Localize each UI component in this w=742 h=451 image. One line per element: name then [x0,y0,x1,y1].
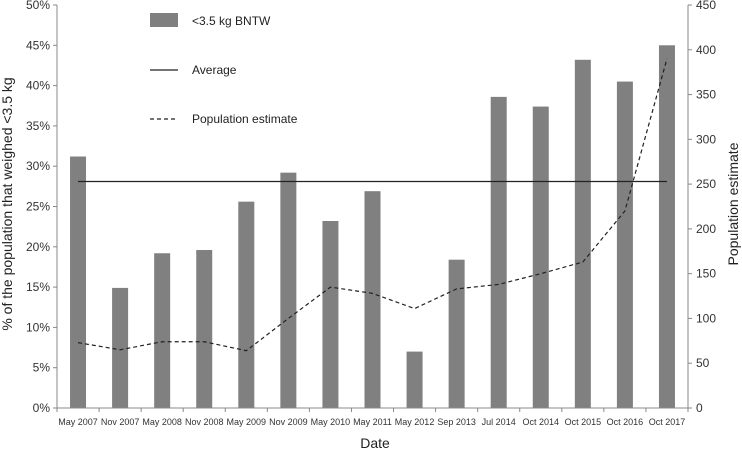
x-tick-label: Nov 2008 [185,417,224,427]
bar [154,253,171,408]
y-tick-label: 0% [33,401,51,415]
y-tick-label: 35% [26,119,50,133]
x-tick-label: Sep 2013 [437,417,476,427]
bar [658,45,675,409]
axes [53,4,692,412]
bar [196,250,213,408]
y-tick-label: 40% [26,79,50,93]
y2-tick-label: 50 [696,356,710,370]
y-tick-label: 45% [26,38,50,52]
y2-axis-title: Population estimate [725,142,741,265]
y-tick-label: 20% [26,240,50,254]
legend-bar-swatch [150,13,178,27]
x-tick-label: May 2008 [142,417,182,427]
bar [322,221,339,408]
legend-population-label: Population estimate [192,112,298,126]
y2-tick-label: 0 [696,401,703,415]
y-tick-label: 50% [26,0,50,12]
y-tick-label: 5% [33,361,51,375]
y-tick-label: 25% [26,200,50,214]
x-tick-label: Oct 2014 [523,417,560,427]
y-tick-label: 15% [26,280,50,294]
bar-group [70,45,675,409]
x-tick-label: Nov 2007 [101,417,140,427]
y2-tick-label: 250 [696,177,716,191]
y2-tick-label: 450 [696,0,716,12]
legend-average-label: Average [192,63,237,77]
y2-tick-label: 200 [696,222,716,236]
y2-tick-label: 100 [696,311,716,325]
y-tick-label: 10% [26,320,50,334]
bar [238,201,255,408]
x-tick-label: May 2012 [395,417,435,427]
y-tick-label: 30% [26,159,50,173]
x-tick-label: Jul 2014 [482,417,516,427]
y2-tick-label: 300 [696,132,716,146]
tick-labels: 0% 5% 10% 15% 20% 25% 30% 35% 40% 45% 50% 0 50 100 150… [26,0,716,427]
x-tick-label: May 2009 [227,417,267,427]
y2-tick-label: 150 [696,267,716,281]
x-tick-label: Nov 2009 [269,417,308,427]
bar [616,81,633,408]
x-tick-label: May 2007 [58,417,98,427]
bar [364,191,381,408]
bar [490,96,507,408]
bar [574,59,591,409]
bar [448,259,465,408]
bar [532,106,549,408]
x-tick-label: Oct 2015 [565,417,602,427]
bar [70,156,87,408]
x-tick-label: Oct 2017 [649,417,686,427]
y2-tick-label: 350 [696,88,716,102]
bar [406,351,423,408]
legend-bar-label: <3.5 kg BNTW [192,14,271,28]
legend: <3.5 kg BNTW Average Population estimate [150,13,298,126]
y2-tick-label: 400 [696,43,716,57]
line-group [77,58,668,352]
x-tick-label: May 2010 [311,417,351,427]
x-tick-label: May 2011 [353,417,392,427]
bar [112,287,129,408]
y-axis-title: % of the population that weighed <3.5 kg [0,77,15,330]
population-estimate-line [77,58,668,352]
x-axis-title: Date [360,435,390,451]
bar [280,172,297,408]
x-tick-label: Oct 2016 [607,417,644,427]
